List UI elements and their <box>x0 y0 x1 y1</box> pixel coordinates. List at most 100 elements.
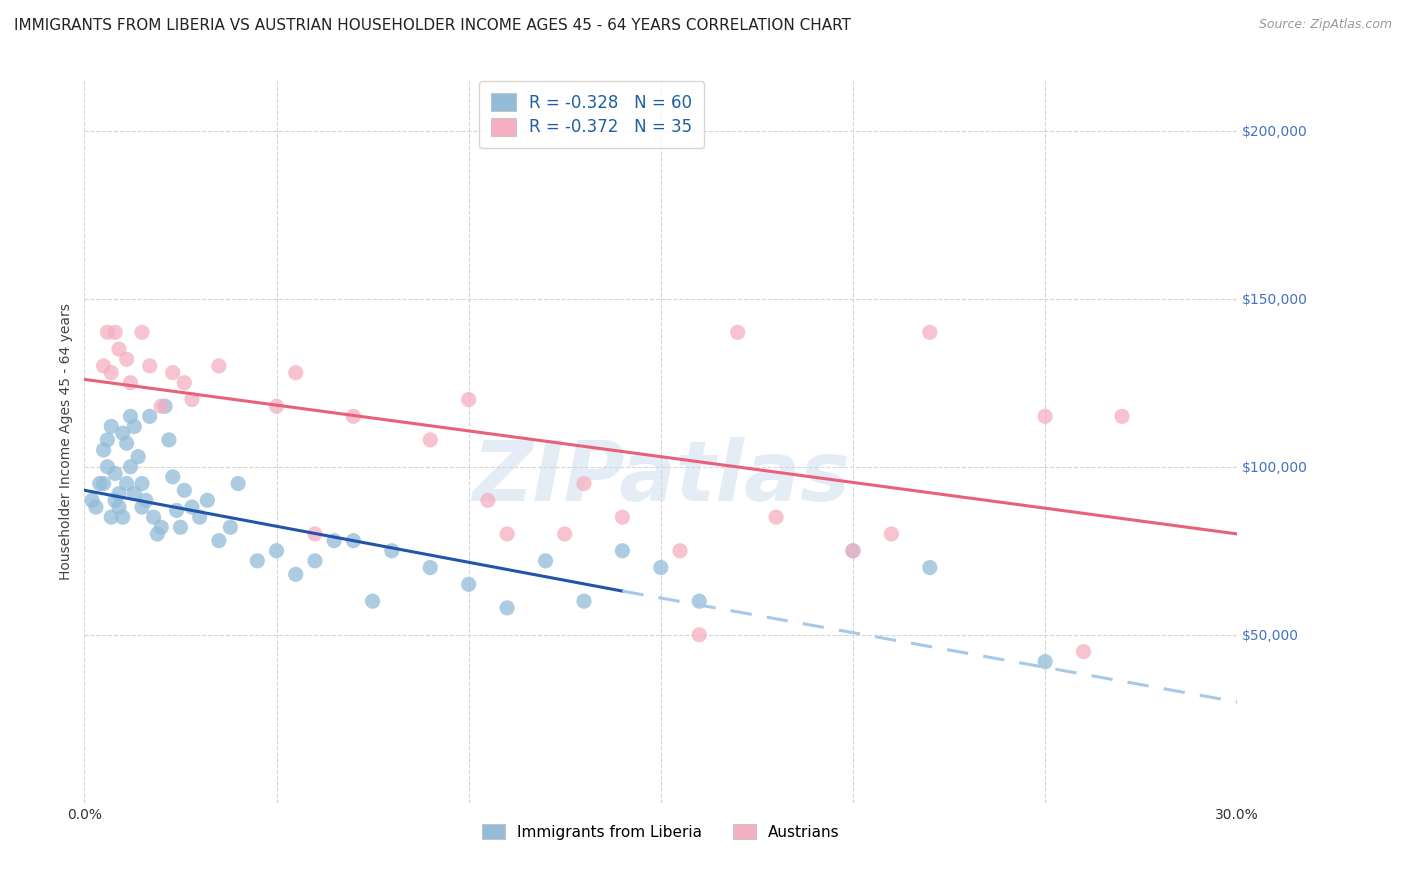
Point <box>84 500 107 514</box>
Point <box>496 527 519 541</box>
Point <box>89 476 111 491</box>
Point <box>173 376 195 390</box>
Point <box>534 554 557 568</box>
Point <box>188 510 211 524</box>
Point <box>131 500 153 514</box>
Point <box>104 467 127 481</box>
Legend: Immigrants from Liberia, Austrians: Immigrants from Liberia, Austrians <box>477 818 845 846</box>
Point <box>918 560 941 574</box>
Point <box>93 476 115 491</box>
Point <box>162 366 184 380</box>
Point <box>323 533 346 548</box>
Point <box>419 433 441 447</box>
Point <box>457 392 479 407</box>
Point <box>765 510 787 524</box>
Point <box>1111 409 1133 424</box>
Point <box>572 476 595 491</box>
Point <box>612 543 634 558</box>
Point <box>246 554 269 568</box>
Point <box>111 510 134 524</box>
Point <box>419 560 441 574</box>
Text: IMMIGRANTS FROM LIBERIA VS AUSTRIAN HOUSEHOLDER INCOME AGES 45 - 64 YEARS CORREL: IMMIGRANTS FROM LIBERIA VS AUSTRIAN HOUS… <box>14 18 851 33</box>
Point <box>142 510 165 524</box>
Point <box>115 436 138 450</box>
Point <box>226 476 249 491</box>
Point <box>181 392 204 407</box>
Point <box>100 510 122 524</box>
Point <box>572 594 595 608</box>
Point <box>669 543 692 558</box>
Point <box>115 352 138 367</box>
Point <box>108 486 131 500</box>
Point <box>650 560 672 574</box>
Point <box>120 376 142 390</box>
Point <box>115 476 138 491</box>
Point <box>80 493 103 508</box>
Point <box>842 543 865 558</box>
Point <box>727 326 749 340</box>
Point <box>688 594 710 608</box>
Point <box>135 493 157 508</box>
Point <box>96 326 118 340</box>
Point <box>1033 409 1056 424</box>
Point <box>131 476 153 491</box>
Point <box>381 543 404 558</box>
Point <box>195 493 218 508</box>
Point <box>96 459 118 474</box>
Point <box>361 594 384 608</box>
Point <box>153 399 176 413</box>
Text: ZIPatlas: ZIPatlas <box>472 437 849 518</box>
Point <box>880 527 903 541</box>
Point <box>131 326 153 340</box>
Point <box>120 409 142 424</box>
Point <box>138 359 160 373</box>
Point <box>166 503 188 517</box>
Point <box>304 527 326 541</box>
Point <box>173 483 195 498</box>
Point <box>842 543 865 558</box>
Point <box>304 554 326 568</box>
Point <box>124 486 146 500</box>
Point <box>612 510 634 524</box>
Point <box>162 470 184 484</box>
Point <box>138 409 160 424</box>
Point <box>100 419 122 434</box>
Point <box>181 500 204 514</box>
Point <box>108 342 131 356</box>
Point <box>266 543 288 558</box>
Point <box>477 493 499 508</box>
Point <box>554 527 576 541</box>
Point <box>208 359 231 373</box>
Point <box>108 500 131 514</box>
Point <box>93 442 115 457</box>
Point <box>918 326 941 340</box>
Point <box>150 520 173 534</box>
Point <box>157 433 180 447</box>
Point <box>169 520 191 534</box>
Point <box>208 533 231 548</box>
Point <box>150 399 173 413</box>
Point <box>266 399 288 413</box>
Text: Source: ZipAtlas.com: Source: ZipAtlas.com <box>1258 18 1392 31</box>
Point <box>1033 655 1056 669</box>
Point <box>219 520 242 534</box>
Point <box>111 426 134 441</box>
Point <box>127 450 149 464</box>
Point <box>342 409 364 424</box>
Point <box>104 493 127 508</box>
Point <box>120 459 142 474</box>
Point <box>284 366 307 380</box>
Point <box>93 359 115 373</box>
Point <box>688 628 710 642</box>
Point <box>146 527 169 541</box>
Point <box>100 366 122 380</box>
Point <box>104 326 127 340</box>
Point <box>496 600 519 615</box>
Point <box>342 533 364 548</box>
Point <box>96 433 118 447</box>
Point <box>457 577 479 591</box>
Y-axis label: Householder Income Ages 45 - 64 years: Householder Income Ages 45 - 64 years <box>59 303 73 580</box>
Point <box>284 567 307 582</box>
Point <box>1073 644 1095 658</box>
Point <box>124 419 146 434</box>
